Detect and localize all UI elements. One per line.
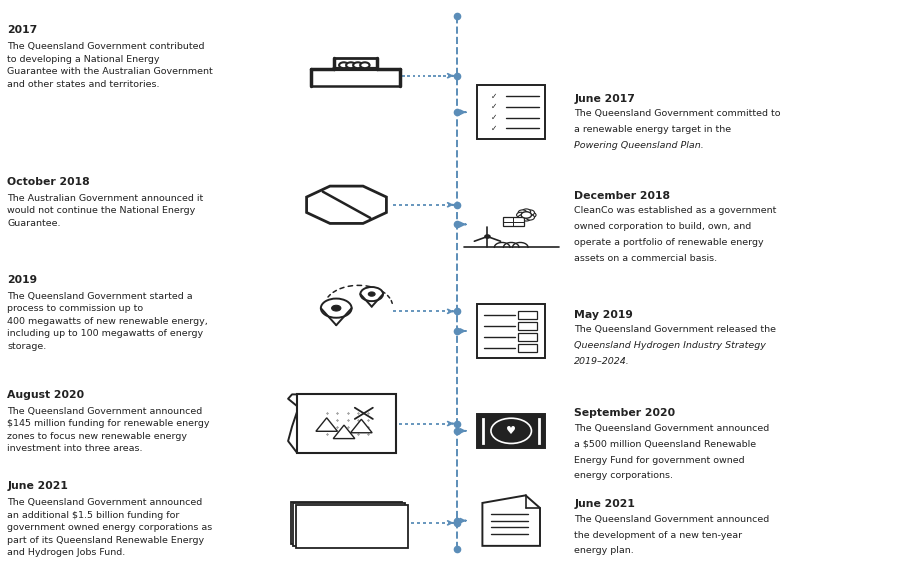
Polygon shape xyxy=(333,425,355,439)
Circle shape xyxy=(360,62,370,68)
Text: ✓: ✓ xyxy=(491,102,498,111)
Text: operate a portfolio of renewable energy: operate a portfolio of renewable energy xyxy=(574,238,764,247)
Text: June 2021: June 2021 xyxy=(7,481,68,491)
Text: ✓: ✓ xyxy=(491,124,498,133)
FancyBboxPatch shape xyxy=(322,512,371,534)
Text: ✓: ✓ xyxy=(491,91,498,100)
Circle shape xyxy=(526,210,535,215)
Circle shape xyxy=(321,298,352,318)
Text: assets on a commercial basis.: assets on a commercial basis. xyxy=(574,254,717,263)
Text: 2019: 2019 xyxy=(7,275,37,285)
Text: August 2020: August 2020 xyxy=(7,390,85,400)
Polygon shape xyxy=(307,186,386,223)
Polygon shape xyxy=(316,418,338,431)
Bar xyxy=(518,322,536,330)
Text: The Queensland Government announced: The Queensland Government announced xyxy=(574,424,770,433)
Text: The Australian Government announced it
would not continue the National Energy
Gu: The Australian Government announced it w… xyxy=(7,194,203,228)
Text: Queensland Hydrogen Industry Strategy: Queensland Hydrogen Industry Strategy xyxy=(574,341,766,350)
Text: owned corporation to build, own, and: owned corporation to build, own, and xyxy=(574,222,752,231)
Text: the development of a new ten-year: the development of a new ten-year xyxy=(574,531,742,540)
Text: Energy Fund for government owned: Energy Fund for government owned xyxy=(574,456,745,465)
Text: June 2017: June 2017 xyxy=(574,94,635,104)
Bar xyxy=(296,505,408,548)
Text: The Queensland Government committed to: The Queensland Government committed to xyxy=(574,109,780,118)
Text: The Queensland Government announced
$145 million funding for renewable energy
zo: The Queensland Government announced $145… xyxy=(7,407,210,453)
Text: 2017: 2017 xyxy=(7,25,38,35)
Text: The Queensland Government contributed
to developing a National Energy
Guarantee : The Queensland Government contributed to… xyxy=(7,42,213,89)
Bar xyxy=(291,502,402,544)
Text: The Queensland Government announced
an additional $1.5 billion funding for
gover: The Queensland Government announced an a… xyxy=(7,498,212,557)
Bar xyxy=(502,217,524,227)
Polygon shape xyxy=(351,419,373,433)
Text: The Queensland Government announced: The Queensland Government announced xyxy=(574,515,770,524)
Bar xyxy=(518,311,536,319)
Circle shape xyxy=(521,211,532,218)
Bar xyxy=(518,344,536,352)
Circle shape xyxy=(527,212,536,218)
Polygon shape xyxy=(482,495,540,546)
Circle shape xyxy=(522,209,531,214)
Bar xyxy=(477,304,545,358)
Circle shape xyxy=(339,62,348,68)
Circle shape xyxy=(522,215,531,221)
Bar xyxy=(293,503,405,546)
Text: The Queensland Government started a
process to commission up to
400 megawatts of: The Queensland Government started a proc… xyxy=(7,292,208,351)
Text: May 2019: May 2019 xyxy=(574,310,633,320)
Text: energy corporations.: energy corporations. xyxy=(574,471,673,480)
Text: Powering Queensland Plan.: Powering Queensland Plan. xyxy=(574,141,704,150)
Circle shape xyxy=(517,212,526,218)
Circle shape xyxy=(346,62,356,68)
Text: ♥: ♥ xyxy=(506,426,517,436)
Bar xyxy=(477,414,545,448)
Text: June 2021: June 2021 xyxy=(574,499,635,509)
Text: October 2018: October 2018 xyxy=(7,177,90,187)
Text: CleanCo was established as a government: CleanCo was established as a government xyxy=(574,206,777,215)
Circle shape xyxy=(491,419,531,443)
Circle shape xyxy=(518,215,526,220)
Text: ✓: ✓ xyxy=(491,113,498,122)
Bar xyxy=(477,85,545,139)
Circle shape xyxy=(353,62,363,68)
Text: September 2020: September 2020 xyxy=(574,408,675,419)
Circle shape xyxy=(485,235,490,238)
Circle shape xyxy=(526,215,535,220)
Text: 2019–2024.: 2019–2024. xyxy=(574,357,630,366)
Text: a renewable energy target in the: a renewable energy target in the xyxy=(574,125,732,134)
Circle shape xyxy=(331,305,341,311)
Bar xyxy=(297,394,396,453)
Circle shape xyxy=(360,287,383,301)
Circle shape xyxy=(368,292,375,296)
Bar xyxy=(518,333,536,341)
Text: ♥: ♥ xyxy=(341,518,352,528)
Text: a $500 million Queensland Renewable: a $500 million Queensland Renewable xyxy=(574,440,756,449)
Text: December 2018: December 2018 xyxy=(574,191,670,201)
Text: energy plan.: energy plan. xyxy=(574,546,634,555)
Circle shape xyxy=(518,210,526,215)
Text: The Queensland Government released the: The Queensland Government released the xyxy=(574,325,776,334)
